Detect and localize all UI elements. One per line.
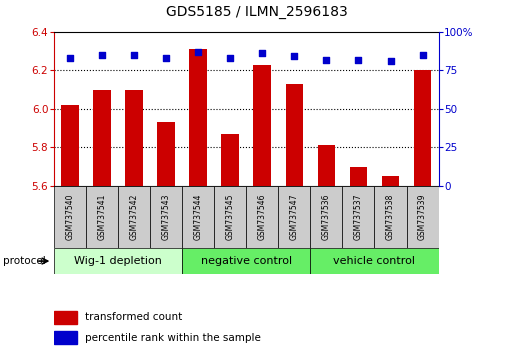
Bar: [286, 84, 303, 186]
Text: vehicle control: vehicle control: [333, 256, 416, 266]
Point: [386, 58, 394, 64]
Bar: [150, 186, 182, 248]
Text: negative control: negative control: [201, 256, 292, 266]
Bar: [374, 186, 406, 248]
Bar: [278, 186, 310, 248]
Bar: [382, 176, 399, 186]
Bar: [310, 186, 343, 248]
Bar: [118, 186, 150, 248]
Text: GSM737543: GSM737543: [162, 194, 171, 240]
Bar: [61, 105, 78, 186]
Point: [322, 57, 330, 62]
Bar: [157, 122, 175, 186]
Bar: [189, 49, 207, 186]
Bar: [182, 186, 214, 248]
Text: Wig-1 depletion: Wig-1 depletion: [74, 256, 162, 266]
Bar: [54, 248, 182, 274]
Bar: [222, 134, 239, 186]
Bar: [310, 248, 439, 274]
Bar: [54, 186, 86, 248]
Point: [66, 55, 74, 61]
Text: GSM737538: GSM737538: [386, 194, 395, 240]
Bar: [318, 145, 335, 186]
Point: [194, 49, 202, 55]
Bar: [414, 70, 431, 186]
Point: [130, 52, 138, 58]
Bar: [246, 186, 278, 248]
Text: GSM737537: GSM737537: [354, 194, 363, 240]
Text: GSM737536: GSM737536: [322, 194, 331, 240]
Text: GSM737546: GSM737546: [258, 194, 267, 240]
Text: GDS5185 / ILMN_2596183: GDS5185 / ILMN_2596183: [166, 5, 347, 19]
Point: [98, 52, 106, 58]
Point: [162, 55, 170, 61]
Point: [419, 52, 427, 58]
Bar: [253, 64, 271, 186]
Bar: [86, 186, 118, 248]
Text: GSM737544: GSM737544: [193, 194, 203, 240]
Point: [258, 51, 266, 56]
Text: GSM737541: GSM737541: [97, 194, 107, 240]
Bar: [350, 167, 367, 186]
Bar: [182, 248, 310, 274]
Text: percentile rank within the sample: percentile rank within the sample: [85, 332, 261, 343]
Text: protocol: protocol: [3, 256, 45, 266]
Bar: [214, 186, 246, 248]
Text: GSM737539: GSM737539: [418, 194, 427, 240]
Text: GSM737545: GSM737545: [226, 194, 235, 240]
Text: transformed count: transformed count: [85, 312, 182, 322]
Text: GSM737542: GSM737542: [129, 194, 139, 240]
Bar: [406, 186, 439, 248]
Point: [354, 57, 363, 62]
Bar: [343, 186, 374, 248]
Bar: [54, 311, 77, 324]
Point: [226, 55, 234, 61]
Bar: [125, 90, 143, 186]
Text: GSM737540: GSM737540: [65, 194, 74, 240]
Bar: [93, 90, 111, 186]
Text: GSM737547: GSM737547: [290, 194, 299, 240]
Point: [290, 54, 299, 59]
Bar: [54, 331, 77, 343]
